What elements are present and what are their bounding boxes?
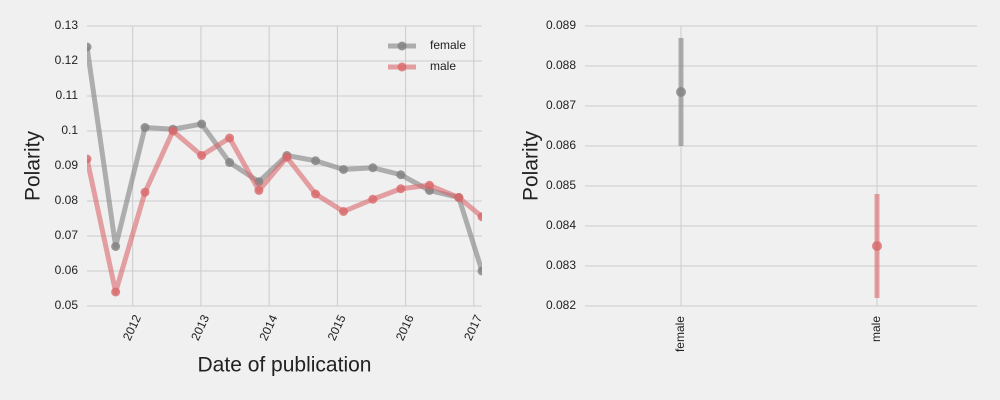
point [872,241,882,251]
marker [424,180,434,190]
marker [339,207,349,216]
y-tick-label: 0.088 [546,58,576,72]
marker [311,189,321,199]
y-tick-label: 0.083 [546,258,576,272]
marker [454,193,464,202]
marker [168,126,178,136]
marker [311,156,321,166]
plot-area [87,42,482,297]
marker [225,133,235,143]
marker [225,158,235,167]
x-tick-label: female [673,316,687,352]
point [676,87,686,97]
marker [87,42,92,52]
legend-marker [397,41,407,51]
y-tick-label: 0.086 [546,138,576,152]
legend-label: male [430,59,456,73]
y-tick-label: 0.082 [546,298,576,312]
x-tick-label: male [869,316,883,342]
x-axis-label: Date of publication [198,354,372,377]
marker [197,119,207,129]
y-tick-label: 0.084 [546,218,576,232]
marker [254,186,264,195]
marker [140,187,150,197]
y-tick-label: 0.07 [55,228,79,242]
y-tick-label: 0.09 [55,158,79,172]
y-tick-label: 0.08 [55,193,79,207]
y-tick-label: 0.06 [55,263,79,277]
y-axis-label: Polarity [520,130,543,201]
marker [111,242,121,251]
marker [111,287,121,297]
y-axis-label: Polarity [22,130,45,201]
marker [87,154,92,164]
y-tick-label: 0.1 [61,123,78,137]
y-tick-label: 0.11 [56,88,79,102]
y-tick-label: 0.089 [546,18,576,32]
y-tick-label: 0.05 [55,298,79,312]
legend-marker [397,62,407,72]
marker [396,184,406,194]
marker [339,165,349,174]
marker [396,170,406,180]
marker [477,212,482,222]
marker [368,194,378,204]
marker [282,152,292,162]
y-tick-label: 0.13 [55,18,79,32]
y-tick-label: 0.085 [546,178,576,192]
marker [368,163,378,173]
legend-label: female [430,38,466,52]
marker [197,151,207,160]
marker [140,123,150,132]
y-tick-label: 0.087 [546,98,576,112]
marker [477,266,482,276]
y-tick-label: 0.12 [55,53,79,67]
